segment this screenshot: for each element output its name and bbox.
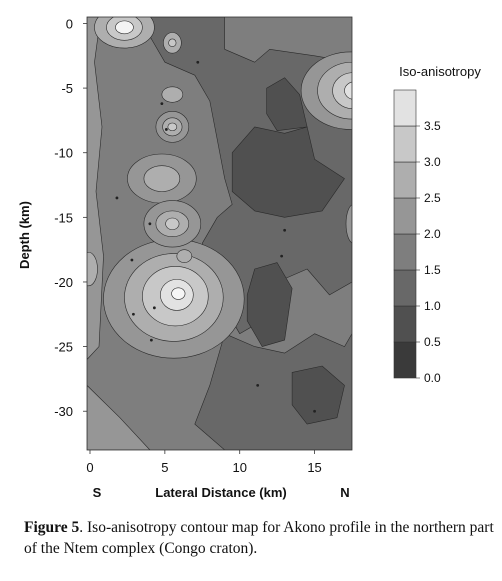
y-tick-label: -10 [54,146,73,161]
anomaly-f-ring-1 [176,249,193,263]
contour-label-mark [164,128,168,131]
contour-low-upper [266,77,308,131]
y-axis-title: Depth (km) [17,201,32,269]
y-tick-label: -25 [54,340,73,355]
legend-swatch [393,341,417,379]
contour-label-mark [160,102,164,105]
contour-label-mark [313,409,316,413]
plot-area [86,16,353,451]
contour-label-mark [115,196,119,200]
legend-level-label: 3.0 [424,155,441,169]
x-tick-label: 10 [232,460,246,475]
anomaly-edge-left [87,251,98,287]
plot-frame [86,16,353,451]
anomaly-d-ring-1 [161,86,184,103]
legend-level-label: 1.5 [424,263,441,277]
legend-swatches [393,89,420,379]
x-end-label-left: S [93,485,102,500]
x-axis: 0 5 10 15 [86,450,322,475]
legend-swatch [393,89,417,127]
contour-band-bottom-left [87,385,151,450]
anomaly-a-ring-2 [143,165,181,192]
legend-swatch [393,269,417,307]
y-tick-label: 0 [66,16,73,31]
anomaly-main-peak [171,287,186,300]
anomaly-c-core [167,122,178,132]
contour-label-mark [132,312,135,316]
x-tick-label: 15 [307,460,321,475]
legend-level-label: 2.5 [424,191,441,205]
legend-level-label: 3.5 [424,119,441,133]
contour-low-mid [246,262,293,347]
x-tick-label: 0 [86,460,93,475]
contour-label-mark [256,383,260,387]
y-tick-label: -5 [61,81,73,96]
legend-swatch [393,161,417,199]
legend-level-label: 0.5 [424,335,441,349]
contour-low-bottom [291,365,345,425]
contour-label-mark [280,254,284,258]
legend-level-label: 0.0 [424,371,441,385]
anomaly-edge-right [345,204,352,244]
contour-fills [87,17,352,450]
anomaly-ne-ring-3 [332,72,352,110]
legend-level-label: 1.0 [424,299,441,313]
legend: Iso-anisotropy 0.0 0.5 1.0 1.5 2.0 2.5 3.0 3.5 [393,64,481,385]
y-tick-label: -20 [54,275,73,290]
legend-swatch [393,197,417,235]
anomaly-e-core [168,38,177,48]
contour-low-center [231,126,345,218]
legend-level-label: 2.0 [424,227,441,241]
y-tick-label: -30 [54,404,73,419]
contour-figure: 0 -5 -10 -15 -20 -25 -30 0 5 10 15 S N Lateral Di… [17,16,481,500]
anomaly-b-core [165,217,180,230]
legend-title: Iso-anisotropy [399,64,481,79]
anomaly-top-core [115,20,134,35]
legend-swatch [393,305,417,343]
x-axis-title: Lateral Distance (km) [155,485,287,500]
x-end-label-right: N [340,485,349,500]
legend-labels: 0.0 0.5 1.0 1.5 2.0 2.5 3.0 3.5 [424,119,441,385]
caption-label: Figure 5 [24,519,80,536]
contour-label-mark [149,338,153,342]
y-axis: 0 -5 -10 -15 -20 -25 -30 [54,16,87,419]
caption-text: . Iso-anisotropy contour map for Akono p… [24,519,494,557]
contour-label-mark [283,228,287,232]
figure-caption: Figure 5. Iso-anisotropy contour map for… [24,517,494,559]
contour-label-mark [152,306,156,310]
contour-label-mark [196,60,200,64]
contour-label-mark [148,222,152,226]
y-tick-label: -15 [54,210,73,225]
x-tick-label: 5 [161,460,168,475]
contour-label-mark [130,258,134,262]
anomaly-ne-core [344,81,352,100]
legend-swatch [393,233,417,271]
legend-swatch [393,125,417,163]
